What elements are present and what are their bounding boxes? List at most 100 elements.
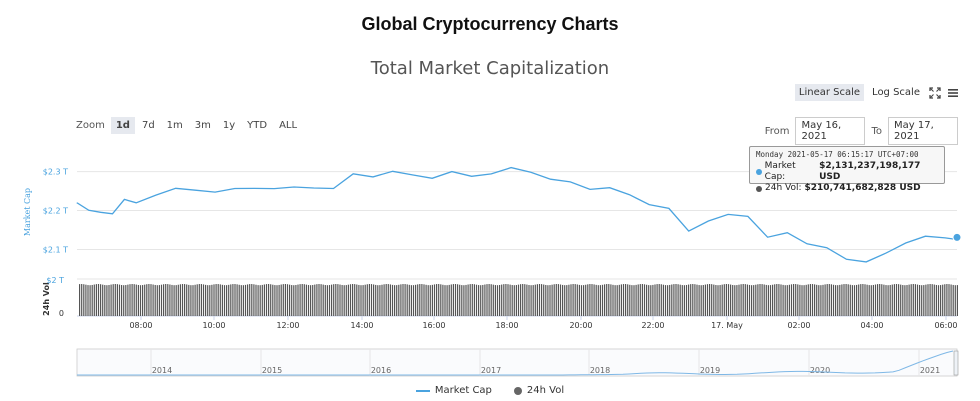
vol-bar bbox=[566, 285, 568, 316]
vol-bar bbox=[324, 285, 326, 316]
vol-bar bbox=[297, 284, 299, 316]
menu-icon[interactable] bbox=[946, 86, 960, 100]
vol-bar bbox=[870, 285, 872, 316]
vol-bar bbox=[683, 285, 685, 316]
vol-bar bbox=[797, 284, 799, 316]
zoom-1m-button[interactable]: 1m bbox=[166, 120, 183, 131]
vol-bar bbox=[223, 285, 226, 316]
zoom-all-button[interactable]: ALL bbox=[279, 120, 298, 131]
vol-bar bbox=[354, 284, 356, 316]
vol-bar bbox=[83, 284, 85, 316]
vol-bar bbox=[467, 284, 469, 316]
scale-toolbar: Linear Scale Log Scale bbox=[794, 84, 960, 101]
vol-bar bbox=[520, 284, 522, 316]
vol-bar bbox=[448, 284, 450, 316]
vol-bar bbox=[270, 284, 272, 316]
vol-bar bbox=[763, 284, 765, 316]
vol-bar bbox=[158, 285, 160, 316]
x-tick-label: 20:00 bbox=[569, 321, 592, 330]
zoom-7d-button[interactable]: 7d bbox=[141, 120, 155, 131]
navigator-year-label: 2015 bbox=[262, 366, 282, 375]
zoom-label: Zoom bbox=[76, 120, 105, 131]
vol-bar bbox=[465, 284, 467, 316]
vol-bar bbox=[79, 284, 81, 316]
legend-market-cap[interactable]: Market Cap bbox=[415, 385, 492, 396]
vol-bar bbox=[331, 284, 333, 316]
vol-bar bbox=[421, 284, 423, 316]
vol-bar bbox=[635, 284, 637, 316]
vol-bar bbox=[322, 284, 324, 316]
vol-bar bbox=[200, 284, 202, 316]
vol-bar bbox=[263, 284, 265, 316]
vol-bar bbox=[727, 284, 730, 316]
vol-bar bbox=[259, 285, 261, 316]
x-tick-label: 10:00 bbox=[202, 321, 225, 330]
vol-bar bbox=[274, 285, 276, 316]
vol-bar bbox=[637, 284, 639, 316]
legend-vol[interactable]: 24h Vol bbox=[513, 385, 564, 396]
vol-bar bbox=[883, 284, 885, 316]
vol-bar bbox=[133, 284, 135, 316]
tooltip-vol-label: 24h Vol: bbox=[765, 183, 802, 193]
vol-bar bbox=[543, 284, 545, 316]
x-tick-label: 06:00 bbox=[934, 321, 957, 330]
vol-bar bbox=[841, 284, 843, 316]
vol-bar bbox=[205, 284, 207, 316]
vol-bar bbox=[190, 285, 192, 316]
vol-bar bbox=[377, 285, 379, 316]
vol-bar bbox=[347, 284, 349, 316]
vol-bar bbox=[916, 284, 919, 316]
vol-bar bbox=[933, 284, 935, 316]
vol-bar bbox=[835, 285, 837, 316]
vol-bar bbox=[845, 284, 847, 316]
vol-bar bbox=[893, 284, 895, 316]
vol-bar bbox=[690, 284, 692, 316]
vol-bar bbox=[709, 284, 711, 316]
to-label: To bbox=[871, 125, 882, 137]
navigator-year-label: 2018 bbox=[590, 366, 610, 375]
vol-bar bbox=[463, 285, 465, 316]
vol-bar bbox=[230, 284, 232, 316]
vol-axis-label: 24h Vol bbox=[42, 282, 51, 316]
vol-bar bbox=[711, 284, 713, 316]
vol-bar bbox=[757, 284, 759, 316]
from-date-input[interactable]: May 16, 2021 bbox=[795, 117, 866, 145]
vol-bar bbox=[904, 285, 906, 316]
vol-bar bbox=[137, 284, 139, 316]
vol-bar bbox=[559, 284, 562, 316]
vol-bar bbox=[704, 284, 706, 316]
vol-bar bbox=[732, 284, 734, 316]
zoom-ytd-button[interactable]: YTD bbox=[247, 120, 268, 131]
vol-bar bbox=[286, 284, 289, 316]
zoom-1y-button[interactable]: 1y bbox=[222, 120, 236, 131]
zoom-3m-button[interactable]: 3m bbox=[194, 120, 211, 131]
vol-bar bbox=[599, 285, 601, 316]
vol-bar bbox=[816, 284, 818, 316]
fullscreen-icon[interactable] bbox=[928, 86, 942, 100]
vol-bar bbox=[343, 285, 345, 316]
vol-bar bbox=[406, 284, 408, 316]
vol-bar bbox=[799, 284, 801, 316]
zoom-1d-button[interactable]: 1d bbox=[110, 117, 135, 134]
vol-bar bbox=[379, 285, 381, 316]
vol-bar bbox=[129, 284, 131, 316]
vol-bar bbox=[307, 285, 310, 316]
log-scale-button[interactable]: Log Scale bbox=[872, 87, 920, 98]
vol-bar bbox=[513, 285, 515, 316]
vol-bar bbox=[375, 284, 377, 316]
linear-scale-button[interactable]: Linear Scale bbox=[794, 84, 865, 101]
vol-bar bbox=[160, 284, 163, 316]
vol-bar bbox=[562, 284, 564, 316]
vol-bar bbox=[312, 285, 314, 316]
vol-bar bbox=[744, 284, 746, 316]
vol-bar bbox=[541, 284, 543, 316]
vol-bar bbox=[412, 285, 415, 316]
vol-bar bbox=[698, 285, 700, 316]
vol-bar bbox=[499, 284, 501, 316]
vol-bar bbox=[257, 285, 259, 316]
to-date-input[interactable]: May 17, 2021 bbox=[888, 117, 958, 145]
vol-bar bbox=[715, 285, 717, 316]
vol-bar bbox=[454, 284, 457, 316]
vol-bar bbox=[597, 285, 599, 316]
